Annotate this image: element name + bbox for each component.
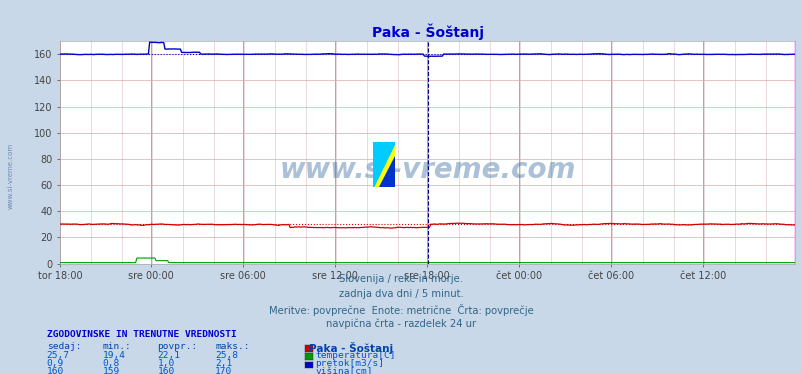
Text: 1,0: 1,0: [157, 359, 174, 368]
Text: povpr.:: povpr.:: [157, 342, 197, 351]
Polygon shape: [372, 142, 395, 187]
Text: Slovenija / reke in morje.: Slovenija / reke in morje.: [339, 274, 463, 284]
Text: ZGODOVINSKE IN TRENUTNE VREDNOSTI: ZGODOVINSKE IN TRENUTNE VREDNOSTI: [47, 330, 236, 339]
Text: navpična črta - razdelek 24 ur: navpična črta - razdelek 24 ur: [326, 319, 476, 329]
Text: 25,8: 25,8: [215, 351, 238, 360]
Text: sedaj:: sedaj:: [47, 342, 81, 351]
Text: 170: 170: [215, 367, 232, 374]
Text: 22,1: 22,1: [157, 351, 180, 360]
Text: višina[cm]: višina[cm]: [315, 367, 373, 374]
Text: 159: 159: [103, 367, 119, 374]
Text: temperatura[C]: temperatura[C]: [315, 351, 395, 360]
Text: 160: 160: [47, 367, 63, 374]
Text: 0,8: 0,8: [103, 359, 119, 368]
Text: www.si-vreme.com: www.si-vreme.com: [7, 143, 14, 209]
Text: Paka - Šoštanj: Paka - Šoštanj: [309, 342, 393, 354]
Text: 160: 160: [157, 367, 174, 374]
Text: 0,9: 0,9: [47, 359, 63, 368]
Text: zadnja dva dni / 5 minut.: zadnja dva dni / 5 minut.: [338, 289, 464, 299]
Text: 2,1: 2,1: [215, 359, 232, 368]
Text: www.si-vreme.com: www.si-vreme.com: [279, 156, 575, 184]
Polygon shape: [379, 156, 395, 187]
Text: Meritve: povprečne  Enote: metrične  Črta: povprečje: Meritve: povprečne Enote: metrične Črta:…: [269, 304, 533, 316]
Text: 19,4: 19,4: [103, 351, 126, 360]
Title: Paka - Šoštanj: Paka - Šoštanj: [371, 24, 483, 40]
Text: maks.:: maks.:: [215, 342, 249, 351]
Text: 25,7: 25,7: [47, 351, 70, 360]
Text: pretok[m3/s]: pretok[m3/s]: [315, 359, 384, 368]
Text: min.:: min.:: [103, 342, 132, 351]
